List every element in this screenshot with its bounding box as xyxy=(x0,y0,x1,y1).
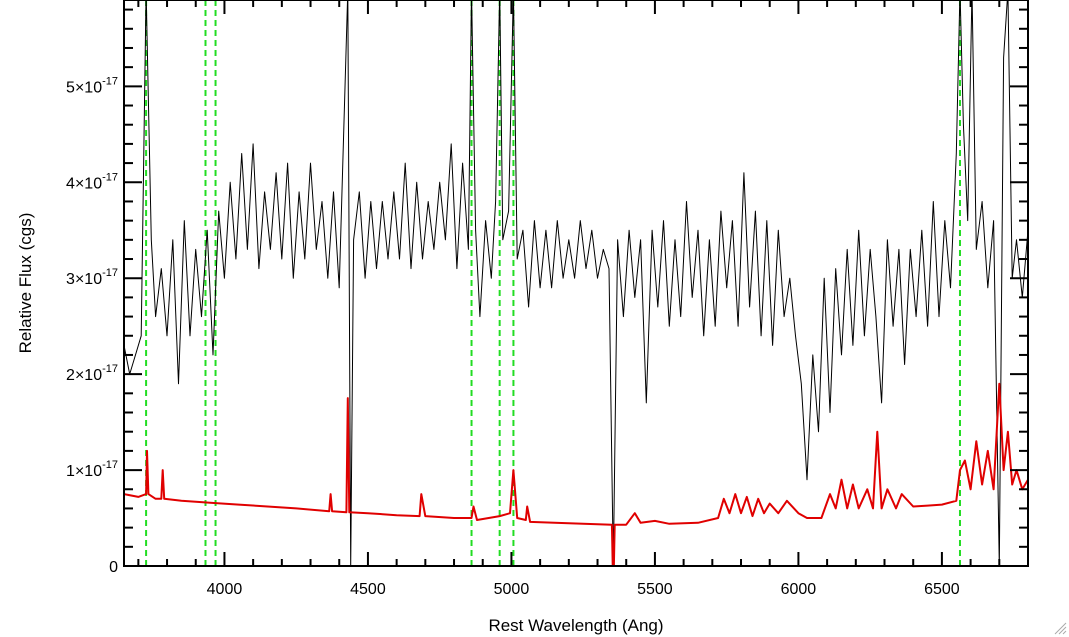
chart-ticks: 4000 4500 5000 5500 6000 6500 0 1×10-17 2×10-17 3… xyxy=(66,0,1029,598)
y-tick-label: 5×10-17 xyxy=(66,75,118,96)
x-tick-label: 5500 xyxy=(637,581,673,598)
error-line xyxy=(124,382,1028,566)
emission-line-markers xyxy=(145,0,961,566)
x-tick-label: 6500 xyxy=(924,581,960,598)
x-tick-label: 4000 xyxy=(207,581,243,598)
y-tick-label: 1×10-17 xyxy=(66,459,118,480)
x-axis-label: Rest Wavelength (Ang) xyxy=(488,616,663,635)
chart-series xyxy=(124,0,1028,566)
y-tick-label: 2×10-17 xyxy=(66,363,118,384)
spectrum-line xyxy=(124,0,1028,566)
chart-axes xyxy=(123,0,1029,567)
y-tick-label: 0 xyxy=(109,559,118,576)
y-axis-label: Relative Flux (cgs) xyxy=(16,213,35,354)
x-tick-label: 4500 xyxy=(350,581,386,598)
x-tick-label: 5000 xyxy=(494,581,530,598)
y-tick-label: 4×10-17 xyxy=(66,171,118,192)
resize-grip-icon[interactable] xyxy=(1053,621,1067,635)
y-tick-label: 3×10-17 xyxy=(66,267,118,288)
plot-frame xyxy=(123,0,1029,567)
x-tick-label: 6000 xyxy=(781,581,817,598)
